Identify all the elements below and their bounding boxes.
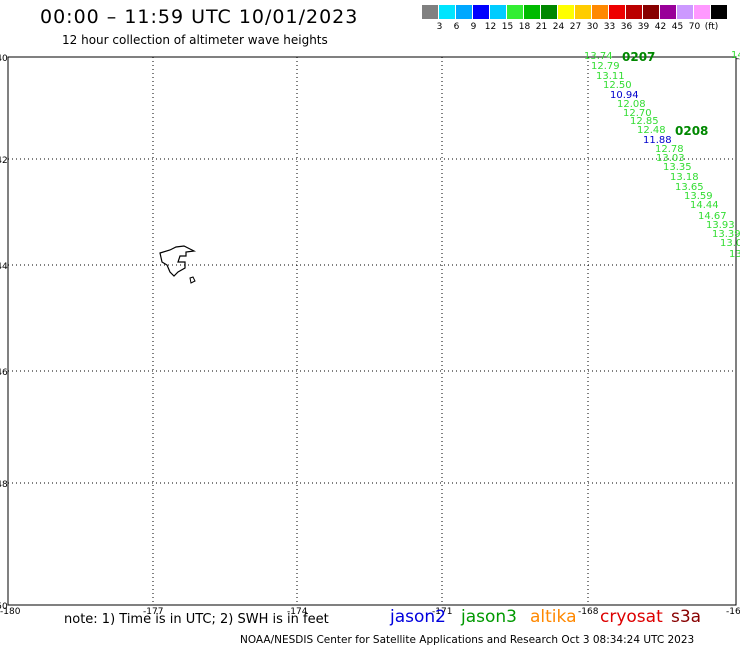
track-value: 13.18: [670, 172, 699, 183]
latitude-label: -46: [0, 368, 8, 378]
scale-label: 70: [688, 22, 701, 32]
scale-label: 27: [569, 22, 582, 32]
track-value: 12.48: [637, 125, 666, 136]
pass-time-label: 0208: [675, 124, 708, 138]
footnote: note: 1) Time is in UTC; 2) SWH is in fe…: [64, 612, 329, 627]
track-value: 13.39: [712, 229, 740, 240]
wave-height-color-scale: [422, 5, 728, 19]
scale-swatch: [558, 5, 575, 19]
scale-label: 42: [654, 22, 667, 32]
scale-label: 9: [470, 22, 477, 32]
track-value: 12.85: [630, 116, 659, 127]
track-value: 13.74: [584, 51, 613, 62]
legend-entry-altika: altika: [530, 607, 577, 627]
latitude-label: -44: [0, 262, 8, 272]
scale-label: 45: [671, 22, 684, 32]
track-value-edge: 14: [731, 50, 740, 61]
longitude-label: -180: [0, 607, 21, 617]
latitude-label: -42: [0, 156, 8, 166]
track-value: 13.0: [720, 238, 740, 249]
island-outline: [159, 245, 197, 284]
scale-label: 6: [453, 22, 460, 32]
track-value: 13: [729, 249, 740, 260]
scale-swatch: [609, 5, 626, 19]
page-subtitle: 12 hour collection of altimeter wave hei…: [62, 33, 328, 47]
graticule: [8, 57, 736, 605]
track-value: 14.67: [698, 211, 727, 222]
legend-entry-jason2: jason2: [390, 607, 446, 627]
altimeter-track-values: 13.7412.7913.1112.5010.9412.0812.7012.85…: [584, 50, 740, 260]
track-value: 13.03: [656, 153, 685, 164]
scale-swatch: [626, 5, 643, 19]
scale-label: 33: [603, 22, 616, 32]
scale-swatch: [524, 5, 541, 19]
longitude-label: -174: [287, 607, 308, 617]
track-value: 12.70: [623, 108, 652, 119]
map-frame: [7, 56, 737, 606]
scale-label: 21: [535, 22, 548, 32]
track-value: 13.59: [684, 191, 713, 202]
scale-swatch: [711, 5, 728, 19]
longitude-label: -16: [726, 607, 740, 617]
track-value: 14.44: [690, 200, 719, 211]
scale-swatch: [473, 5, 490, 19]
pass-time-label: 0207: [622, 50, 655, 64]
scale-label: 36: [620, 22, 633, 32]
track-value: 12.50: [603, 80, 632, 91]
scale-swatch: [660, 5, 677, 19]
track-value: 12.78: [655, 144, 684, 155]
track-value: 13.93: [706, 220, 735, 231]
longitude-label: -177: [143, 607, 163, 617]
track-value: 11.88: [643, 135, 672, 146]
scale-swatch: [439, 5, 456, 19]
track-value: 13.35: [663, 162, 692, 173]
longitude-label: -171: [432, 607, 452, 617]
scale-label: 15: [501, 22, 514, 32]
axis-labels: -180 -177 -174 -171 -168 -16 -40 -42 -44 -46 -48 -5…: [0, 54, 740, 617]
track-value: 13.65: [675, 182, 704, 193]
track-value: 12.08: [617, 99, 646, 110]
scale-swatch: [643, 5, 660, 19]
scale-swatch: [575, 5, 592, 19]
scale-swatch: [694, 5, 711, 19]
latitude-label: -50: [0, 602, 8, 612]
scale-swatch: [677, 5, 694, 19]
latitude-label: -40: [0, 54, 8, 64]
scale-label: 12: [484, 22, 497, 32]
latitude-label-right: -40: [736, 54, 740, 64]
scale-label: 24: [552, 22, 565, 32]
longitude-label: -168: [578, 607, 599, 617]
scale-label: 3: [436, 22, 443, 32]
page-title: 00:00 – 11:59 UTC 10/01/2023: [40, 6, 359, 28]
scale-swatch: [541, 5, 558, 19]
legend-entry-jason3: jason3: [461, 607, 517, 627]
track-value: 13.11: [596, 71, 625, 82]
scale-swatch: [456, 5, 473, 19]
scale-swatch: [422, 5, 439, 19]
track-value: 12.79: [591, 61, 620, 72]
scale-swatch: [592, 5, 609, 19]
scale-label: (ft): [704, 22, 719, 32]
scale-swatch: [507, 5, 524, 19]
latitude-label: -48: [0, 480, 8, 490]
track-value: 10.94: [610, 90, 639, 101]
scale-swatch: [490, 5, 507, 19]
scale-label: 30: [586, 22, 599, 32]
scale-label: 18: [518, 22, 531, 32]
legend-entry-s3a: s3a: [671, 607, 702, 627]
legend-entry-cryosat: cryosat: [600, 607, 663, 627]
credit-line: NOAA/NESDIS Center for Satellite Applica…: [240, 634, 695, 646]
scale-label: 39: [637, 22, 650, 32]
